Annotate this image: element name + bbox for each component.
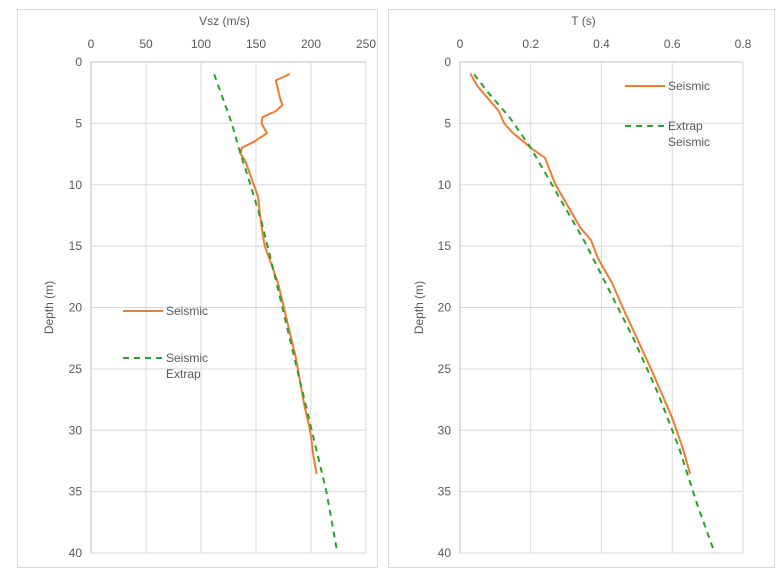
vs-chart: Vsz (m/s) 0 50 100 150 200 250 0 5 10 15 20 25 30 35 40… (42, 14, 376, 560)
t-chart-x-tick-label: 0 (457, 37, 464, 51)
t-chart-x-tick-label: 0.2 (522, 37, 539, 51)
left-chart-frame (17, 9, 378, 568)
t-chart-y-tick-label: 5 (444, 116, 451, 130)
t-chart: T (s) 0 0.2 0.4 0.6 0.8 0 5 10 15 20 25 30 35 40 Depth … (412, 14, 752, 560)
vs-chart-y-tick-label: 25 (69, 362, 83, 376)
vs-chart-x-tick-label: 0 (88, 37, 95, 51)
vs-chart-y-tick-label: 10 (69, 178, 83, 192)
vs-chart-series-seismic-line (239, 73, 318, 475)
t-chart-y-tick-label: 10 (438, 178, 452, 192)
t-chart-y-tick-label: 0 (444, 55, 451, 69)
vs-chart-y-tick-label: 5 (75, 116, 82, 130)
t-chart-x-tick-label: 0.8 (735, 37, 752, 51)
vs-chart-y-tick-label: 0 (75, 55, 82, 69)
vs-chart-y-tick-label: 15 (69, 239, 83, 253)
t-chart-legend-label: Extrap (668, 119, 703, 133)
t-chart-y-tick-label: 30 (438, 423, 452, 437)
vs-chart-x-tick-label: 150 (246, 37, 266, 51)
t-chart-x-tick-label: 0.4 (593, 37, 610, 51)
t-chart-series-seismic-line (469, 73, 691, 475)
t-chart-y-tick-label: 15 (438, 239, 452, 253)
right-chart-frame (388, 9, 775, 568)
vs-chart-x-tick-label: 200 (301, 37, 321, 51)
vs-chart-x-tick-label: 100 (191, 37, 211, 51)
t-chart-y-tick-label: 40 (438, 546, 452, 560)
vs-chart-y-tick-label: 30 (69, 423, 83, 437)
vs-chart-x-tick-label: 250 (356, 37, 376, 51)
t-chart-y-axis-label: Depth (m) (412, 281, 426, 334)
t-chart-x-tick-label: 0.6 (664, 37, 681, 51)
vs-chart-legend-label-line2: Extrap (166, 367, 201, 381)
t-chart-title: T (s) (571, 14, 595, 28)
vs-chart-legend-label: Seismic (166, 351, 208, 365)
t-chart-legend-label-line2: Seismic (668, 135, 710, 149)
vs-chart-y-tick-label: 40 (69, 546, 83, 560)
t-chart-y-tick-label: 35 (438, 485, 452, 499)
t-chart-legend-label: Seismic (668, 79, 710, 93)
vs-chart-x-tick-label: 50 (139, 37, 153, 51)
vs-chart-y-tick-label: 35 (69, 485, 83, 499)
vs-chart-y-tick-label: 20 (69, 301, 83, 315)
vs-chart-title: Vsz (m/s) (199, 14, 250, 28)
vs-chart-legend-label: Seismic (166, 304, 208, 318)
t-chart-y-tick-label: 20 (438, 301, 452, 315)
t-chart-y-tick-label: 25 (438, 362, 452, 376)
vs-chart-y-axis-label: Depth (m) (42, 281, 56, 334)
vs-chart-series-extrap-line (213, 73, 339, 554)
